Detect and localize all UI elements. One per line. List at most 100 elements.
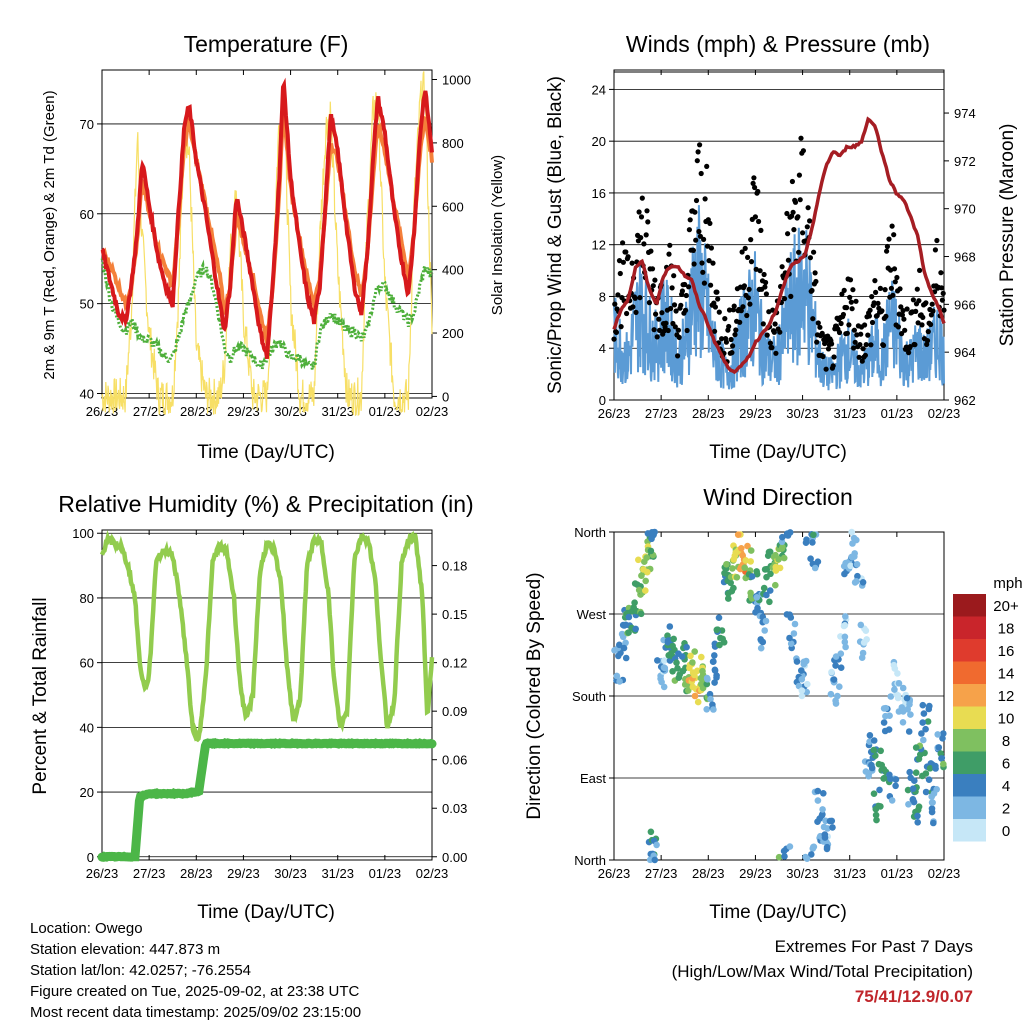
- direction-point: [887, 693, 895, 700]
- direction-point: [880, 705, 888, 712]
- y-tick-label: 0: [599, 393, 606, 408]
- y-tick-label: 400: [442, 263, 464, 278]
- gust-point: [691, 261, 697, 267]
- direction-point: [719, 635, 726, 643]
- gust-point: [856, 354, 862, 360]
- legend-swatch: [953, 751, 986, 774]
- gust-point: [716, 309, 722, 315]
- gust-point: [637, 295, 643, 301]
- gust-point: [797, 197, 803, 203]
- x-tick-label: 26/23: [598, 866, 631, 881]
- y-tick-label: West: [577, 607, 607, 622]
- gust-point: [838, 320, 844, 327]
- gust-point: [612, 301, 618, 307]
- y-tick-label: 0.00: [442, 850, 467, 865]
- direction-point: [643, 554, 650, 561]
- direction-point: [925, 705, 933, 713]
- gust-point: [800, 230, 806, 236]
- direction-point: [691, 648, 698, 655]
- gust-point: [646, 300, 653, 306]
- gust-point: [846, 322, 852, 328]
- direction-point: [699, 667, 706, 675]
- y-tick-label: 964: [954, 345, 976, 360]
- gust-point: [902, 327, 908, 333]
- gust-point: [772, 321, 778, 327]
- gust-point: [862, 352, 869, 358]
- x-tick-label: 27/23: [133, 866, 166, 881]
- humidity-ylabel: Percent & Total Rainfall: [30, 597, 51, 794]
- wind-line: [613, 205, 945, 391]
- gust-point: [766, 309, 772, 315]
- gust-point: [652, 277, 658, 283]
- y-tick-label: 70: [80, 117, 94, 132]
- gust-point: [728, 336, 734, 343]
- legend-label: 16: [998, 643, 1015, 660]
- direction-point: [847, 562, 854, 570]
- direction-point: [784, 532, 792, 539]
- direction-point: [664, 632, 671, 639]
- gust-point: [844, 330, 851, 336]
- gust-point: [656, 316, 662, 322]
- direction-point: [841, 633, 849, 641]
- direction-point: [752, 609, 759, 616]
- gust-point: [693, 197, 700, 204]
- direction-point: [827, 690, 835, 698]
- gust-point: [785, 231, 791, 237]
- gust-point: [752, 184, 758, 191]
- gust-point: [889, 223, 895, 229]
- y-tick-label: 0.03: [442, 801, 467, 816]
- gust-point: [831, 354, 837, 360]
- legend-label: 18: [998, 621, 1015, 638]
- direction-point: [811, 564, 819, 572]
- gust-point: [632, 295, 638, 301]
- x-tick-label: 29/23: [739, 406, 772, 421]
- gust-point: [763, 291, 770, 297]
- winds-title: Winds (mph) & Pressure (mb): [626, 31, 930, 57]
- direction-point: [899, 719, 907, 726]
- direction-point: [909, 796, 917, 803]
- gust-point: [844, 305, 850, 311]
- direction-point: [653, 841, 660, 849]
- gust-point: [701, 236, 707, 242]
- y-tick-label: 50: [80, 297, 94, 312]
- direction-point: [898, 704, 906, 711]
- gust-point: [900, 308, 906, 314]
- direction-point: [928, 805, 936, 812]
- direction-point: [620, 644, 628, 652]
- legend-label: 12: [998, 688, 1015, 705]
- direction-point: [823, 843, 831, 851]
- direction-point: [912, 769, 920, 776]
- y-tick-label: East: [580, 771, 606, 786]
- direction-point: [895, 680, 903, 687]
- gust-point: [668, 305, 674, 312]
- direction-point: [793, 658, 801, 665]
- gust-point: [875, 300, 881, 306]
- gust-point: [738, 308, 744, 314]
- direction-ylabel: Direction (Colored By Speed): [524, 572, 545, 819]
- direction-point: [694, 667, 701, 675]
- gust-point: [761, 271, 767, 278]
- gust-point: [678, 302, 684, 308]
- direction-point: [694, 698, 702, 706]
- gust-point: [781, 296, 788, 302]
- gust-point: [847, 277, 854, 283]
- direction-point: [698, 653, 705, 661]
- gust-point: [722, 316, 728, 322]
- station-info: Location: Owego Station elevation: 447.8…: [30, 918, 361, 1023]
- direction-point: [814, 787, 822, 795]
- gust-point: [682, 281, 688, 288]
- gust-point: [809, 287, 815, 294]
- gust-point: [672, 324, 678, 330]
- gust-point: [715, 296, 721, 302]
- direction-point: [781, 853, 788, 860]
- gust-point: [924, 338, 931, 344]
- gust-point: [651, 327, 657, 333]
- station-elevation: Station elevation: 447.873 m: [30, 941, 221, 958]
- gust-point: [708, 282, 714, 288]
- gust-point: [771, 329, 777, 335]
- direction-point: [744, 542, 751, 550]
- gust-point: [704, 163, 710, 169]
- gust-point: [742, 245, 748, 251]
- legend-label: 6: [1002, 756, 1010, 773]
- direction-point: [679, 667, 687, 675]
